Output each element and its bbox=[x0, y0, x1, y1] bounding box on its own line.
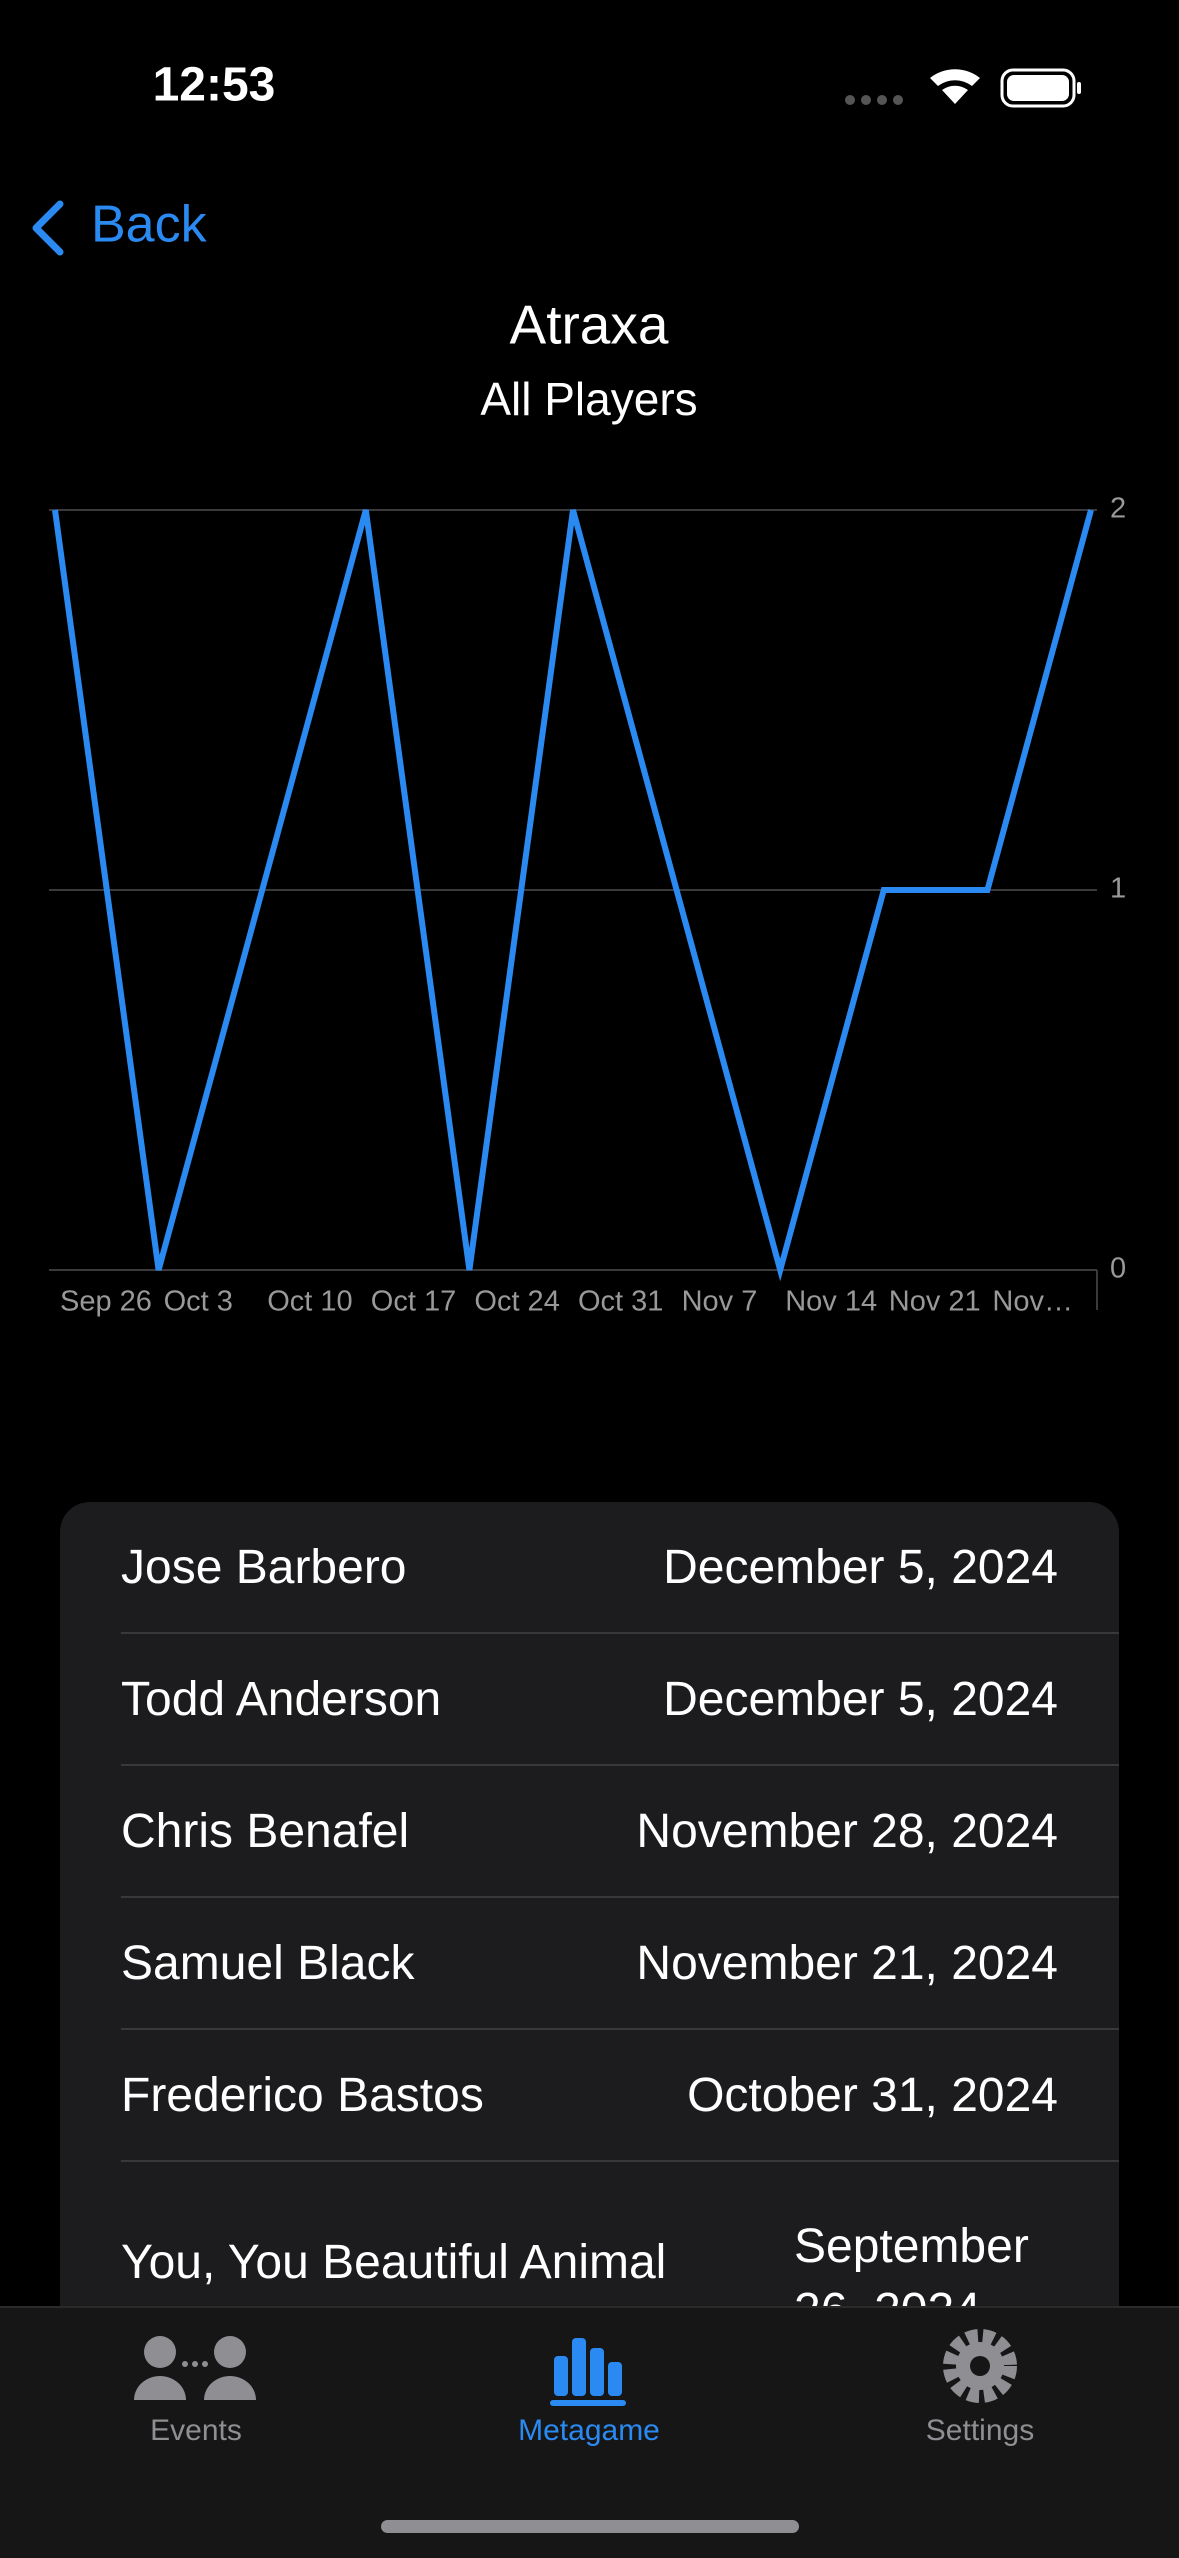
x-tick-label: Nov 14 bbox=[785, 1286, 877, 1318]
entry-date: November 28, 2024 bbox=[636, 1804, 1058, 1858]
tab-label[interactable]: Events bbox=[150, 2414, 242, 2447]
player-name: Samuel Black bbox=[121, 1936, 415, 1990]
tab-bar: Events Metagame Settings bbox=[0, 2306, 1179, 2558]
x-tick-label: Oct 31 bbox=[578, 1286, 663, 1318]
entry-date: December 5, 2024 bbox=[663, 1540, 1058, 1594]
x-tick-label: Oct 17 bbox=[371, 1286, 456, 1318]
entry-row[interactable]: Todd Anderson December 5, 2024 bbox=[121, 1634, 1119, 1766]
events-icon bbox=[134, 2336, 256, 2400]
entry-row[interactable]: Frederico Bastos October 31, 2024 bbox=[121, 2030, 1119, 2162]
x-tick-label: Nov 7 bbox=[682, 1286, 758, 1318]
entry-row[interactable]: Jose Barbero December 5, 2024 bbox=[121, 1502, 1119, 1634]
chart-subtitle: All Players bbox=[480, 373, 697, 425]
player-name: Chris Benafel bbox=[121, 1804, 410, 1858]
entry-date: November 21, 2024 bbox=[636, 1936, 1058, 1990]
player-name: Jose Barbero bbox=[121, 1540, 407, 1594]
status-icons bbox=[845, 68, 1081, 108]
back-button[interactable]: Back bbox=[91, 196, 208, 254]
settings-icon bbox=[943, 2329, 1017, 2403]
tab-label[interactable]: Settings bbox=[925, 2414, 1035, 2447]
entries-list: Jose Barbero December 5, 2024 Todd Anderso… bbox=[60, 1502, 1119, 2402]
metagame-icon bbox=[550, 2338, 626, 2406]
x-tick-label: Nov… bbox=[992, 1286, 1073, 1318]
y-tick-label: 0 bbox=[1110, 1253, 1126, 1285]
home-indicator bbox=[381, 2520, 799, 2533]
data-line bbox=[52, 509, 1094, 1282]
back-chevron[interactable] bbox=[32, 200, 64, 256]
entry-date: December 5, 2024 bbox=[663, 1672, 1058, 1726]
player-name: You, You Beautiful Animal bbox=[121, 2235, 667, 2289]
chart-title: Atraxa bbox=[510, 294, 669, 356]
entry-row[interactable]: Chris Benafel November 28, 2024 bbox=[121, 1766, 1119, 1898]
y-tick-label: 1 bbox=[1110, 873, 1126, 905]
player-name: Todd Anderson bbox=[121, 1672, 442, 1726]
status-time: 12:53 bbox=[153, 59, 276, 112]
tab-label[interactable]: Metagame bbox=[518, 2414, 660, 2447]
y-tick-label: 2 bbox=[1110, 493, 1126, 525]
x-tick-label: Oct 10 bbox=[267, 1286, 352, 1318]
x-tick-label: Oct 3 bbox=[164, 1286, 233, 1318]
tab-icons bbox=[134, 2329, 1017, 2406]
entry-row[interactable]: Samuel Black November 21, 2024 bbox=[121, 1898, 1119, 2030]
x-tick-label: Sep 26 bbox=[60, 1286, 152, 1318]
entry-date: October 31, 2024 bbox=[687, 2068, 1058, 2122]
player-name: Frederico Bastos bbox=[121, 2068, 484, 2122]
x-tick-label: Nov 21 bbox=[889, 1286, 981, 1318]
x-tick-label: Oct 24 bbox=[474, 1286, 559, 1318]
